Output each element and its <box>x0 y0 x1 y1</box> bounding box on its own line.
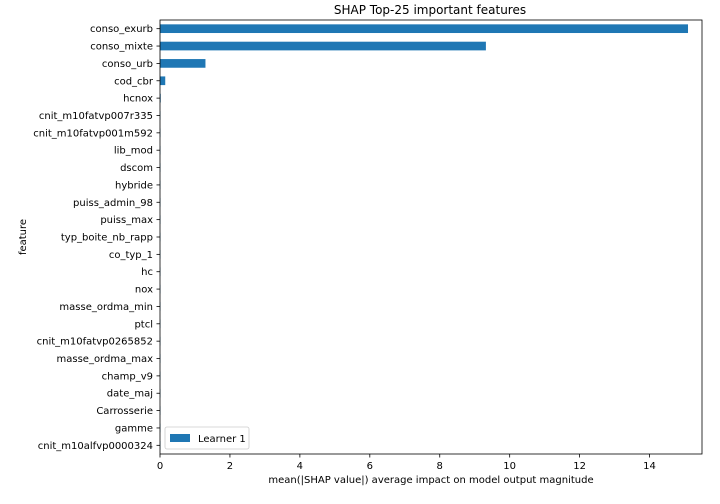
x-tick-label: 14 <box>643 461 656 472</box>
y-tick-label: puiss_admin_98 <box>73 198 153 209</box>
legend: Learner 1 <box>164 426 250 450</box>
legend-swatch <box>170 434 190 442</box>
y-tick-label: Carrosserie <box>96 406 153 417</box>
bars-group <box>160 24 689 450</box>
legend-frame <box>164 426 250 450</box>
x-axis-ticks: 0 2 4 6 8 10 12 14 <box>157 454 656 472</box>
y-axis-ticks: conso_exurb conso_mixte conso_urb cod_cbrhc… <box>33 24 160 452</box>
y-tick-label: hc <box>141 267 153 278</box>
y-tick-label: conso_urb <box>102 59 153 70</box>
y-tick-label: masse_ordma_max <box>57 354 154 365</box>
y-tick-label: nox <box>135 285 153 296</box>
y-tick-label: puiss_max <box>100 215 153 226</box>
x-tick-label: 12 <box>573 461 586 472</box>
x-tick-label: 8 <box>437 461 443 472</box>
bar-cod_cbr <box>160 76 166 86</box>
y-tick-label: cod_cbr <box>114 76 154 87</box>
y-tick-label: conso_exurb <box>90 24 153 35</box>
x-tick-label: 0 <box>157 461 163 472</box>
x-tick-label: 2 <box>227 461 233 472</box>
y-tick-label: conso_mixte <box>90 42 153 53</box>
bar-conso_exurb <box>160 24 689 34</box>
y-tick-label: date_maj <box>107 389 153 400</box>
y-tick-label: champ_v9 <box>102 371 153 382</box>
y-tick-label: ptcl <box>134 319 153 330</box>
y-axis-title: feature <box>18 219 29 255</box>
y-tick-label: cnit_m10fatvp007r335 <box>39 111 153 122</box>
x-tick-label: 4 <box>297 461 303 472</box>
y-tick-label: hcnox <box>123 94 153 105</box>
chart-title: SHAP Top-25 important features <box>334 3 526 17</box>
y-tick-label: typ_boite_nb_rapp <box>61 233 153 244</box>
y-tick-label: cnit_m10fatvp001m592 <box>33 128 153 139</box>
bar-conso_mixte <box>160 41 486 51</box>
y-tick-label: dscom <box>120 163 153 174</box>
plot-frame <box>159 19 703 455</box>
y-tick-label: gamme <box>115 423 153 434</box>
x-tick-label: 6 <box>367 461 373 472</box>
bar-conso_urb <box>160 59 206 68</box>
y-tick-label: co_typ_1 <box>109 250 153 261</box>
y-tick-label: hybride <box>115 180 153 191</box>
x-axis-title: mean(|SHAP value|) average impact on mod… <box>268 475 593 486</box>
legend-label: Learner 1 <box>198 434 246 445</box>
y-tick-label: cnit_m10fatvp0265852 <box>37 337 153 348</box>
y-tick-label: cnit_m10alfvp0000324 <box>38 441 153 452</box>
y-tick-label: masse_ordma_min <box>59 302 153 313</box>
x-tick-label: 10 <box>503 461 516 472</box>
y-tick-label: lib_mod <box>114 146 153 157</box>
